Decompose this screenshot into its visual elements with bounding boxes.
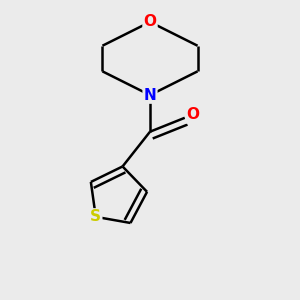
- Text: O: O: [186, 107, 199, 122]
- Text: S: S: [90, 209, 101, 224]
- Text: N: N: [144, 88, 156, 103]
- Text: O: O: [143, 14, 157, 29]
